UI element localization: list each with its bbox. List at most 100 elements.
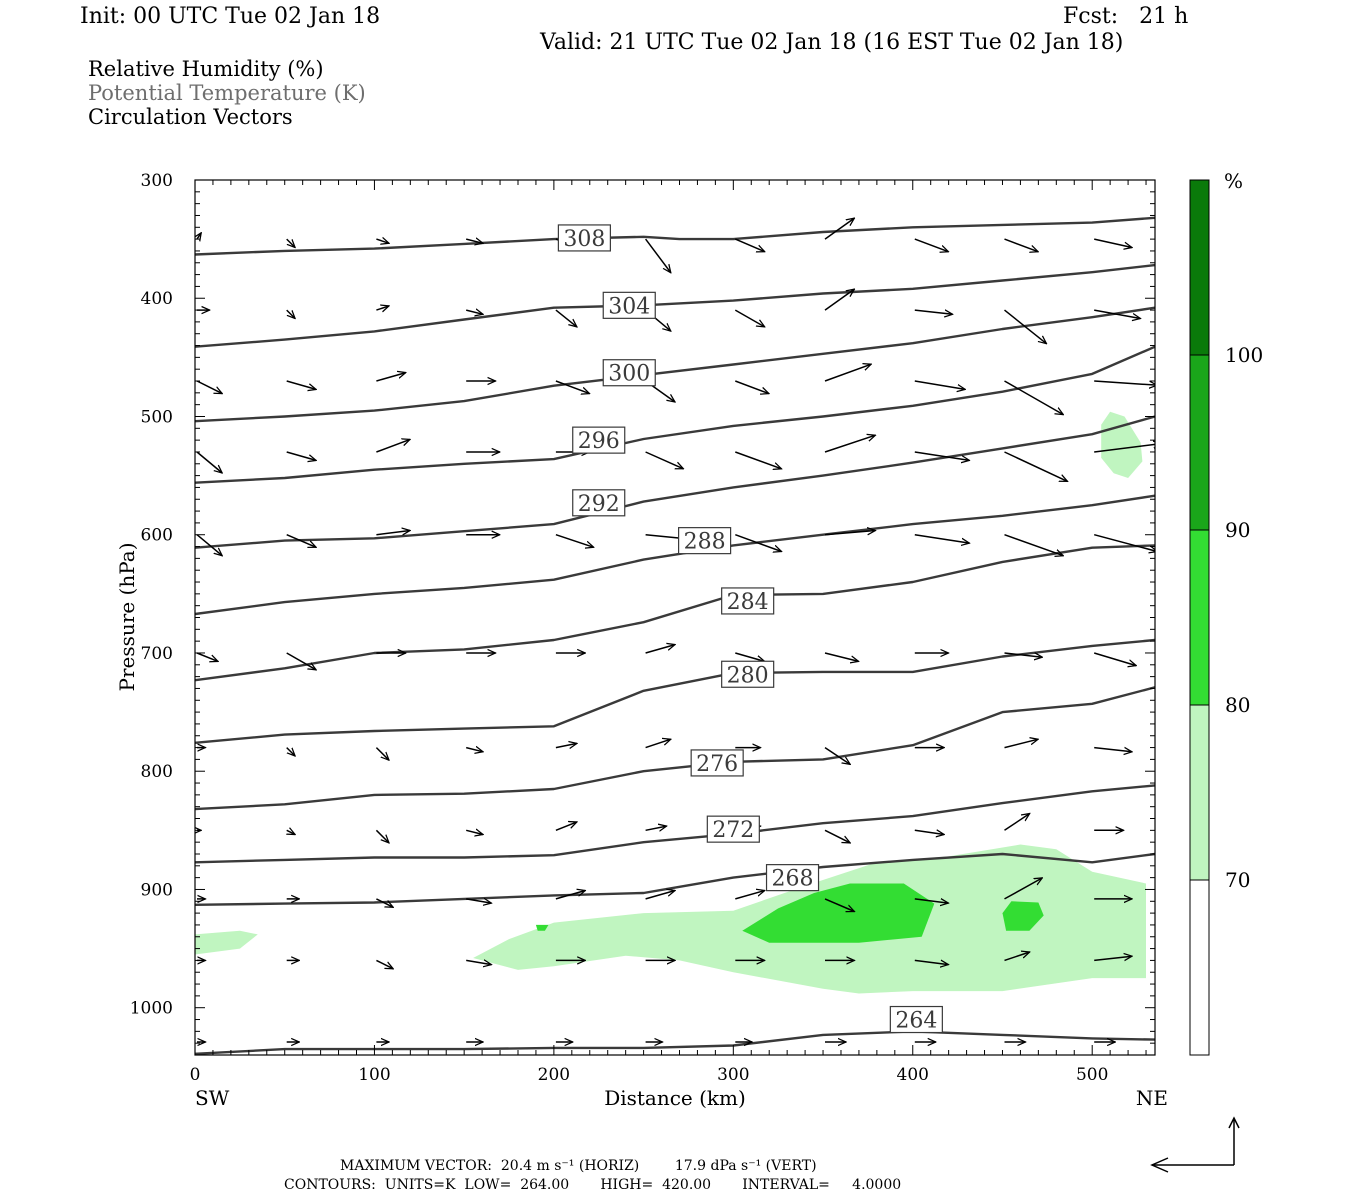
circulation-vector [196,652,218,661]
colorbar-level-label: 80 [1225,693,1250,717]
theta-contour-line [195,852,1155,906]
circulation-vector [196,451,222,473]
circulation-vector [1004,533,1064,556]
y-tick-label: 500 [141,407,173,427]
colorbar: 70 80 90 100% [1189,169,1263,1056]
y-tick-label: 700 [141,644,173,664]
circulation-vector [735,891,764,900]
circulation-vector [286,747,295,756]
rh-80-area [742,883,935,943]
circulation-vector [824,364,871,382]
y-tick-label: 600 [141,526,173,546]
circulation-vector [466,960,491,964]
x-tick-label: 100 [358,1065,390,1085]
colorbar-segment [1189,704,1210,881]
y-tick-label: 300 [141,171,173,191]
contour-label: 296 [578,429,620,454]
field-label-rh: Relative Humidity (%) [88,57,324,81]
theta-contour-line [195,345,1155,484]
circulation-vector [555,309,577,327]
circulation-vector [286,380,316,389]
colorbar-level-label: 100 [1225,343,1263,367]
y-tick-label: 400 [141,289,173,309]
colorbar-segment [1189,354,1210,531]
init-time: Init: 00 UTC Tue 02 Jan 18 [80,4,381,29]
circulation-vector [286,238,295,247]
circulation-vectors [196,218,1155,1042]
circulation-vector [376,898,393,907]
contour-label-box [602,359,656,387]
circulation-vector [734,309,764,327]
theta-contour-line [195,544,1155,682]
circulation-vector [1094,238,1132,247]
contour-label: 272 [712,818,754,843]
colorbar-segment [1189,879,1210,1056]
max-vector-note: MAXIMUM VECTOR: 20.4 m s⁻¹ (HORIZ) 17.9 … [340,1158,817,1174]
forecast-hour: Fcst: 21 h [1063,4,1189,29]
theta-contour-line [195,638,1155,744]
circulation-vector [1004,380,1064,415]
circulation-vector [555,743,577,747]
rh-80-area [1002,901,1044,931]
circulation-vector [645,739,671,749]
circulation-vector [376,531,410,535]
contour-label: 284 [727,590,769,615]
circulation-vector [1004,309,1047,344]
theta-contour-line [195,1030,1155,1055]
x-tick-label: 500 [1076,1065,1108,1085]
circulation-vector [645,645,675,654]
circulation-vector [735,451,781,469]
contour-label: 264 [895,1009,937,1034]
circulation-vector [824,746,850,765]
y-tick-label: 900 [141,880,173,900]
circulation-vector [555,380,590,394]
x-tick-label: 400 [897,1065,929,1085]
rh-shading [195,411,1147,994]
circulation-vector [1093,652,1136,666]
circulation-vector [375,747,389,761]
contour-label-box [678,527,732,555]
circulation-vector [376,439,410,453]
contour-label: 308 [563,227,605,252]
field-label-vectors: Circulation Vectors [88,105,293,129]
contour-label: 288 [684,530,726,555]
x-tick-label: 300 [717,1065,749,1085]
contour-label-box [765,864,820,892]
circulation-vector [286,451,316,460]
circulation-vector [644,238,671,273]
circulation-vector [1004,238,1039,252]
circulation-vector [1004,739,1039,749]
reference-vector-icon [1150,1116,1240,1173]
x-tick-label: 200 [538,1065,570,1085]
circulation-vector [1094,748,1132,752]
circulation-vector [914,899,949,903]
contour-label: 292 [578,492,620,517]
circulation-vector [914,960,949,964]
circulation-vector [286,309,295,318]
x-tick-label: 0 [190,1065,201,1085]
contour-label-box [557,224,611,252]
contour-label: 300 [608,362,650,387]
circulation-vector [466,310,483,314]
circulation-vector [466,899,491,903]
circulation-vector [824,531,875,536]
circulation-vector [1094,309,1140,318]
contour-label: 280 [727,663,769,688]
circulation-vector [287,830,295,834]
y-tick-label: 800 [141,762,173,782]
circulation-vector [735,380,769,394]
theta-contour-line [195,494,1155,616]
circulation-vector [824,829,850,843]
circulation-vector [466,748,483,752]
circulation-vector [1004,814,1030,831]
circulation-vector [555,891,585,900]
circulation-vector [914,310,953,314]
contour-label-box [706,815,760,843]
circulation-vector [1094,956,1132,960]
contour-label: 276 [696,752,738,777]
circulation-vector [824,652,859,661]
theta-contour-line [195,216,1155,256]
circulation-vector [1004,653,1043,657]
circulation-vector [914,533,970,543]
rh-70-area [195,930,258,955]
